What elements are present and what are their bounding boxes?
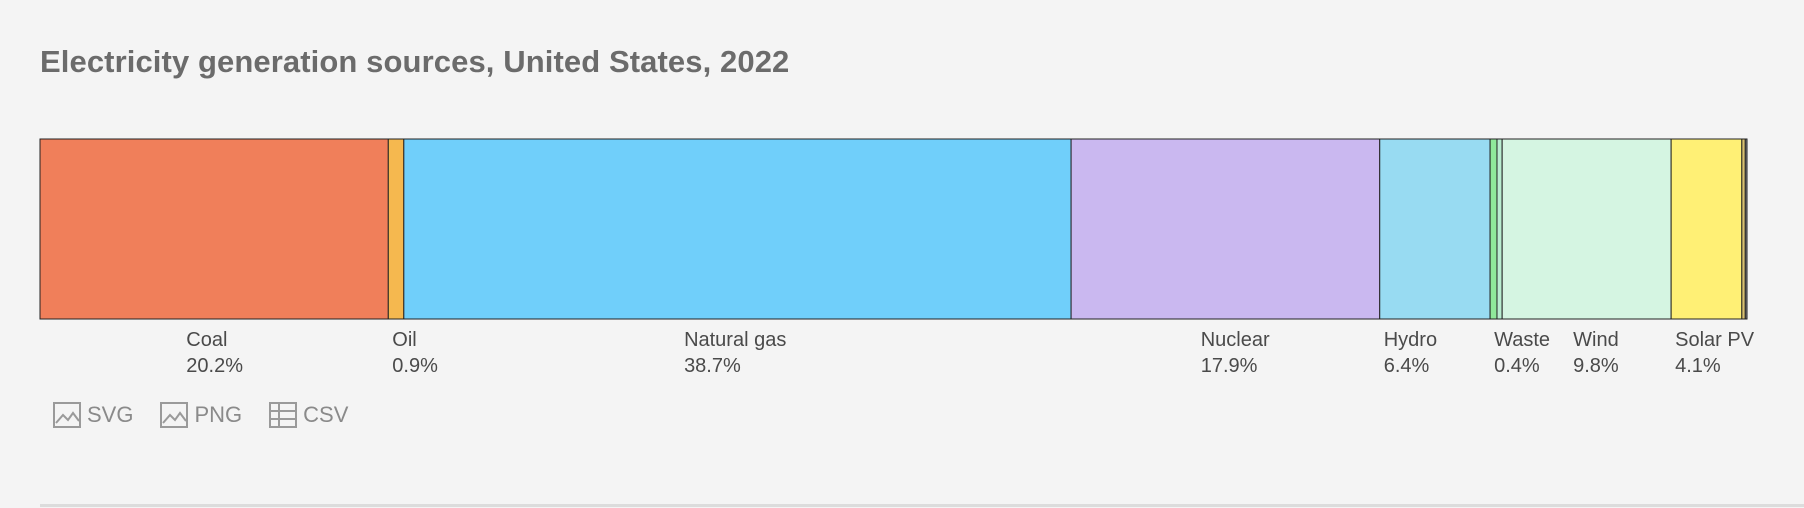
export-png-button[interactable]: PNG (159, 400, 242, 430)
bar-segment-oil[interactable] (387, 138, 405, 320)
bar-segment-other[interactable] (1744, 138, 1748, 320)
segment-value-label: 17.9% (1201, 355, 1258, 377)
bar-segment-hydro[interactable] (1379, 138, 1491, 320)
bar-segment-wind[interactable] (1501, 138, 1672, 320)
image-icon (160, 402, 189, 428)
export-csv-button[interactable]: CSV (268, 400, 348, 430)
segment-value-label: 0.4% (1494, 355, 1540, 377)
bar-segment-coal[interactable] (39, 138, 389, 320)
image-icon (53, 402, 81, 428)
segment-name-label: Nuclear (1201, 329, 1270, 351)
export-svg-label: SVG (87, 402, 134, 427)
segment-value-label: 4.1% (1675, 355, 1721, 377)
export-png-label: PNG (194, 402, 243, 427)
bar-segment-waste[interactable] (1489, 138, 1498, 320)
segment-value-label: 6.4% (1384, 355, 1430, 377)
bar-segment-other[interactable] (1496, 138, 1503, 320)
divider (40, 504, 1804, 507)
export-toolbar: SVG PNG CSV (52, 400, 348, 430)
bar-segment-other[interactable] (1741, 138, 1746, 320)
bar-segment-nuclear[interactable] (1070, 138, 1381, 320)
bar-segment-solar-pv[interactable] (1670, 138, 1743, 320)
segment-value-label: 0.9% (392, 355, 438, 377)
table-icon (269, 402, 298, 428)
segment-name-label: Waste (1494, 329, 1550, 351)
stacked-bar-chart: Coal 20.2% Oil 0.9% Natural gas 38.7% Nuclear 1… (39, 138, 1755, 377)
segment-name-label: Oil (392, 329, 416, 351)
segment-value-label: 38.7% (684, 355, 741, 377)
segment-value-label: 20.2% (186, 355, 243, 377)
export-csv-label: CSV (303, 402, 349, 427)
segment-name-label: Hydro (1384, 329, 1437, 351)
segment-value-label: 9.8% (1573, 355, 1619, 377)
segment-name-label: Solar PV (1675, 329, 1755, 351)
segment-name-label: Coal (186, 329, 227, 351)
export-svg-button[interactable]: SVG (52, 400, 133, 430)
bar-segment-natural-gas[interactable] (403, 138, 1072, 320)
segment-name-label: Natural gas (684, 329, 786, 351)
segment-name-label: Wind (1573, 329, 1619, 351)
chart-title: Electricity generation sources, United S… (40, 44, 790, 79)
